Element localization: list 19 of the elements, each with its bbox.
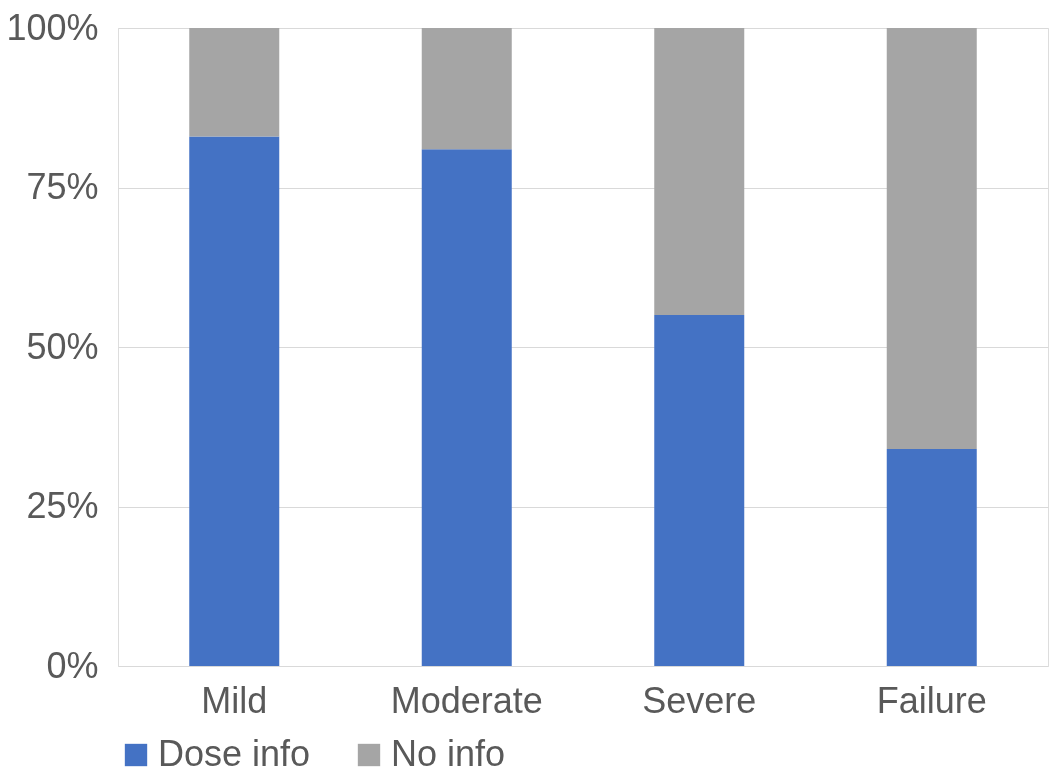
bar	[189, 136, 280, 666]
y-tick-label: 25%	[26, 485, 99, 526]
bar	[886, 28, 977, 450]
y-tick-label: 50%	[26, 325, 99, 367]
x-tick-label: Severe	[642, 679, 757, 721]
x-tick-label: Moderate	[390, 679, 543, 721]
bar	[189, 28, 280, 137]
y-tick-label: 0%	[46, 644, 99, 686]
x-tick-label: Failure	[876, 679, 987, 721]
bar	[654, 315, 745, 666]
bar	[421, 28, 512, 150]
legend-label: Dose info	[158, 733, 311, 774]
y-tick-label: 100%	[6, 6, 99, 48]
bar	[421, 149, 512, 666]
y-tick-label: 75%	[26, 166, 99, 207]
bar	[654, 28, 745, 316]
legend-label: No info	[391, 733, 506, 774]
x-tick-label: Mild	[201, 679, 268, 721]
bar	[886, 449, 977, 666]
